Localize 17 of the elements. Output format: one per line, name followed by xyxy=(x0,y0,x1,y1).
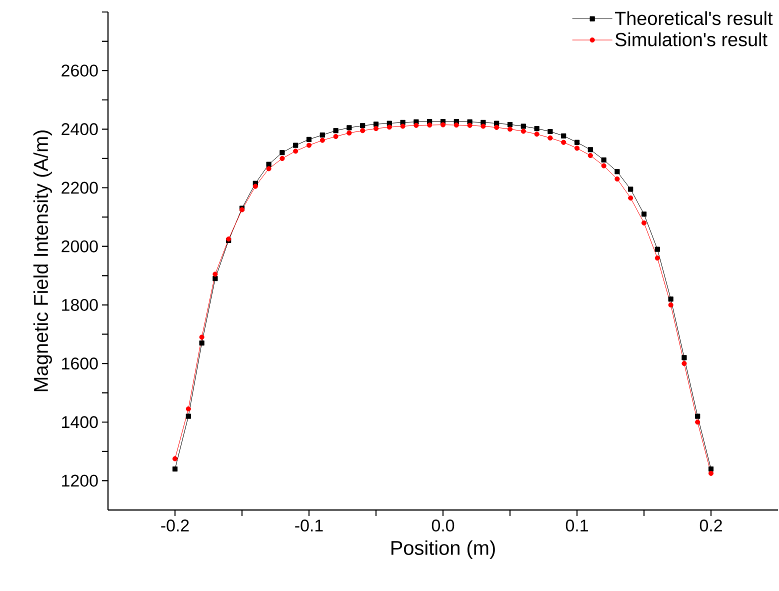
y-tick-label: 1400 xyxy=(62,416,98,428)
y-tick-label: 2400 xyxy=(62,123,98,136)
x-tick-label: 0.2 xyxy=(700,520,722,532)
y-tick-label: 1600 xyxy=(62,358,98,370)
x-tick-label: -0.1 xyxy=(295,520,323,532)
legend-label: Simulation's result xyxy=(615,32,768,46)
legend-label: Theoretical's result xyxy=(614,11,773,26)
y-tick-label: 2200 xyxy=(62,182,98,194)
y-tick-label: 2000 xyxy=(62,240,98,252)
y-tick-label: 1800 xyxy=(62,298,98,311)
y-tick-label: 1200 xyxy=(62,474,98,487)
y-axis-title: Magnetic Field Intensity (A/m) xyxy=(33,130,52,392)
x-tick-label: 0.0 xyxy=(432,520,454,532)
x-axis-title: Position (m) xyxy=(392,540,495,559)
y-tick-label: 2600 xyxy=(62,64,98,77)
x-tick-label: 0.1 xyxy=(566,520,588,532)
x-tick-label: -0.2 xyxy=(161,520,189,532)
